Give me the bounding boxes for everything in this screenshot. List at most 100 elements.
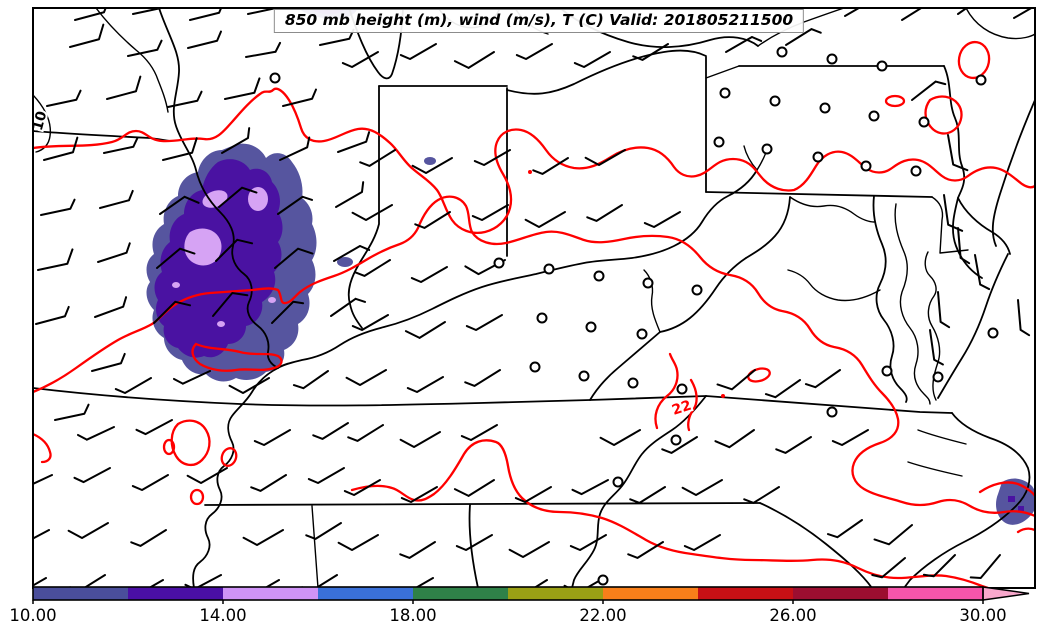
calm-circle bbox=[543, 263, 555, 275]
wind-barb bbox=[221, 127, 251, 154]
shade-coastal-speck bbox=[1008, 496, 1015, 502]
shade-outer-blob bbox=[337, 257, 353, 267]
sound-pamlico bbox=[907, 461, 963, 477]
border-mason-dixon bbox=[705, 191, 933, 198]
wind-barb bbox=[465, 314, 503, 331]
wind-barb bbox=[215, 238, 254, 262]
wind-barb bbox=[514, 486, 552, 503]
border-ky-va bbox=[589, 331, 661, 401]
wind-barb bbox=[46, 89, 82, 107]
wind-barb bbox=[627, 541, 664, 559]
wind-barb bbox=[282, 88, 317, 107]
isotherm-nc-coast-2 bbox=[1016, 527, 1035, 534]
wind-barb bbox=[584, 149, 626, 166]
calm-circle bbox=[612, 476, 624, 488]
colorbar-segment-24-26 bbox=[698, 587, 793, 600]
wind-barb bbox=[929, 329, 944, 366]
calm-circle bbox=[826, 53, 838, 65]
wind-barb bbox=[35, 305, 70, 325]
wind-barb bbox=[351, 204, 393, 221]
shade-core-14-16 bbox=[172, 282, 180, 288]
isotherm-oval-mo3 bbox=[220, 447, 238, 467]
wind-barb bbox=[337, 534, 379, 551]
river-mississippi-lower bbox=[192, 367, 279, 588]
calm-circle bbox=[769, 95, 781, 107]
wind-barb bbox=[716, 369, 756, 391]
isotherm-central bbox=[33, 195, 1035, 518]
wind-barb bbox=[242, 529, 284, 546]
wind-barb bbox=[471, 204, 509, 221]
wind-barb bbox=[73, 467, 111, 484]
river-potomac-upper bbox=[789, 196, 875, 223]
wind-barb bbox=[343, 479, 381, 496]
wind-barb bbox=[335, 181, 365, 208]
wind-barb bbox=[661, 436, 698, 454]
calm-circle bbox=[691, 284, 703, 296]
wind-barb bbox=[937, 291, 951, 329]
wind-barb bbox=[245, 41, 282, 58]
calm-circle bbox=[627, 377, 639, 389]
calm-circle bbox=[642, 277, 654, 289]
wind-barb bbox=[162, 137, 198, 161]
wind-barb bbox=[351, 314, 389, 331]
wind-barb bbox=[67, 522, 109, 539]
wind-barb bbox=[277, 195, 314, 215]
colorbar-segment-14-16 bbox=[223, 587, 318, 600]
wind-barb bbox=[341, 51, 379, 68]
shade-core-14-16 bbox=[248, 187, 268, 211]
shade-core-14-16 bbox=[207, 252, 219, 262]
calm-circle bbox=[597, 574, 609, 586]
calm-circle bbox=[585, 321, 597, 333]
wind-barb bbox=[189, 8, 224, 21]
wind-barb bbox=[643, 211, 681, 228]
wind-barb bbox=[404, 321, 446, 339]
border-delaware bbox=[931, 196, 969, 254]
calm-circle bbox=[676, 383, 688, 395]
wind-barb bbox=[957, 227, 971, 265]
wind-barb bbox=[347, 424, 384, 442]
wind-barb bbox=[901, 8, 938, 21]
wind-barb bbox=[106, 75, 142, 100]
wind-barb bbox=[131, 474, 169, 491]
temperature-shading bbox=[146, 8, 1035, 525]
height-contour-10 bbox=[33, 94, 52, 153]
colorbar-tick-label: 22.00 bbox=[579, 606, 626, 625]
wind-barb bbox=[33, 529, 50, 546]
calm-circle bbox=[819, 102, 831, 114]
wind-barb bbox=[911, 80, 947, 101]
isotherm-north-band bbox=[33, 87, 1035, 234]
wind-barb bbox=[330, 297, 367, 317]
wind-barb bbox=[629, 486, 666, 504]
border-wv-va bbox=[659, 257, 747, 333]
wind-barb bbox=[957, 8, 994, 15]
chesapeake-east-shore bbox=[894, 203, 931, 405]
calm-circle bbox=[932, 371, 944, 383]
wind-barb bbox=[681, 479, 723, 496]
wind-barb bbox=[312, 422, 349, 440]
wind-barb bbox=[871, 557, 906, 579]
river-potomac bbox=[787, 269, 881, 302]
wind-barb bbox=[94, 296, 128, 318]
wind-barb bbox=[279, 136, 311, 161]
calm-circle bbox=[918, 116, 930, 128]
wind-barb bbox=[187, 30, 222, 49]
wind-barb bbox=[33, 474, 53, 489]
wind-barb bbox=[91, 352, 126, 372]
shade-outer-blob bbox=[424, 157, 436, 165]
calm-circle bbox=[670, 434, 682, 446]
wind-barb bbox=[307, 467, 345, 484]
colorbar-tick-label: 26.00 bbox=[769, 606, 816, 625]
wind-barb bbox=[359, 149, 396, 167]
wind-barb bbox=[473, 149, 511, 166]
wind-barb bbox=[130, 529, 167, 547]
wind-barb bbox=[103, 136, 139, 154]
wind-barb bbox=[186, 467, 228, 484]
lake-michigan-shore bbox=[348, 8, 404, 80]
isotherm-small-blob bbox=[747, 367, 771, 383]
calm-circle bbox=[826, 406, 838, 418]
wind-barb bbox=[345, 369, 387, 386]
colorbar-tick-label: 18.00 bbox=[389, 606, 436, 625]
wind-barb bbox=[586, 204, 623, 222]
